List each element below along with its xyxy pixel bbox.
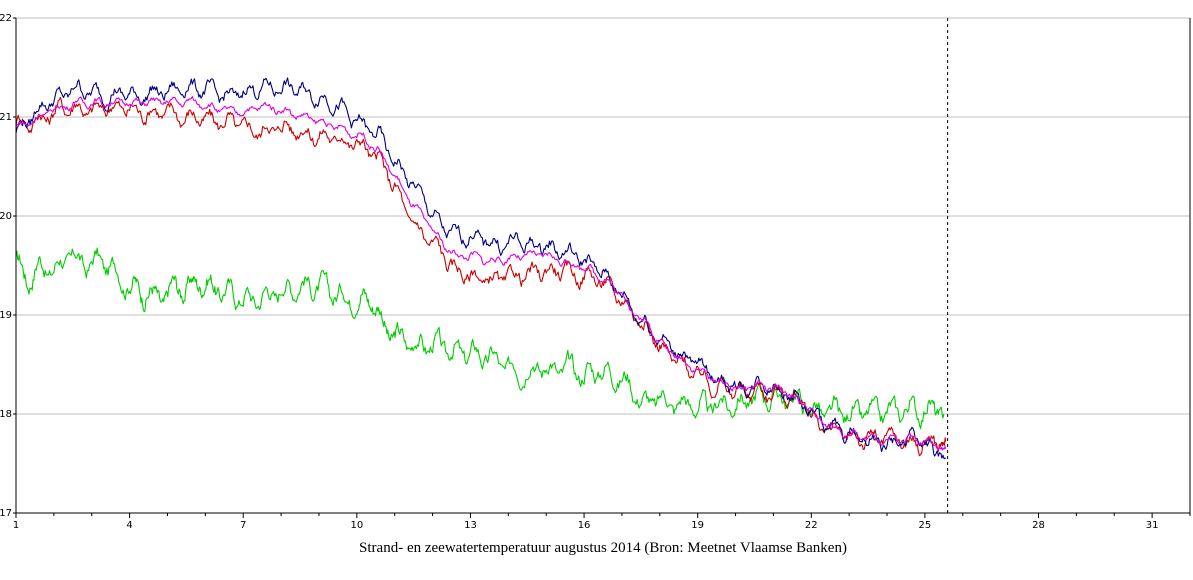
x-tick-label-22: 22 (805, 520, 818, 531)
axes (15, 18, 1191, 514)
y-tick-label-22: 22 (0, 13, 12, 24)
x-tick-label-31: 31 (1146, 520, 1159, 531)
y-tick-label-17: 17 (0, 508, 12, 519)
y-axis-ticks: 17 18 19 20 21 22 (0, 13, 16, 519)
x-tick-label-13: 13 (464, 520, 477, 531)
x-tick-label-7: 7 (240, 520, 246, 531)
y-tick-label-20: 20 (0, 211, 12, 222)
grid-lines (16, 17, 1190, 415)
y-tick-label-19: 19 (0, 310, 12, 321)
chart-title: Strand- en zeewatertemperatuur augustus … (359, 540, 847, 556)
x-tick-label-28: 28 (1032, 520, 1045, 531)
series-line-3 (15, 95, 947, 451)
x-tick-label-25: 25 (919, 520, 932, 531)
x-tick-label-19: 19 (691, 520, 704, 531)
x-tick-label-1: 1 (13, 520, 19, 531)
series-line-0 (15, 247, 945, 430)
x-axis-ticks: 1 4 7 10 13 16 19 22 25 28 31 (13, 513, 1191, 531)
plot-area (16, 18, 1190, 513)
series-lines (15, 77, 947, 460)
y-tick-label-18: 18 (0, 409, 12, 420)
series-line-2 (15, 77, 947, 460)
x-tick-label-10: 10 (350, 520, 363, 531)
x-tick-label-4: 4 (126, 520, 132, 531)
y-tick-label-21: 21 (0, 112, 12, 123)
x-tick-label-16: 16 (578, 520, 591, 531)
